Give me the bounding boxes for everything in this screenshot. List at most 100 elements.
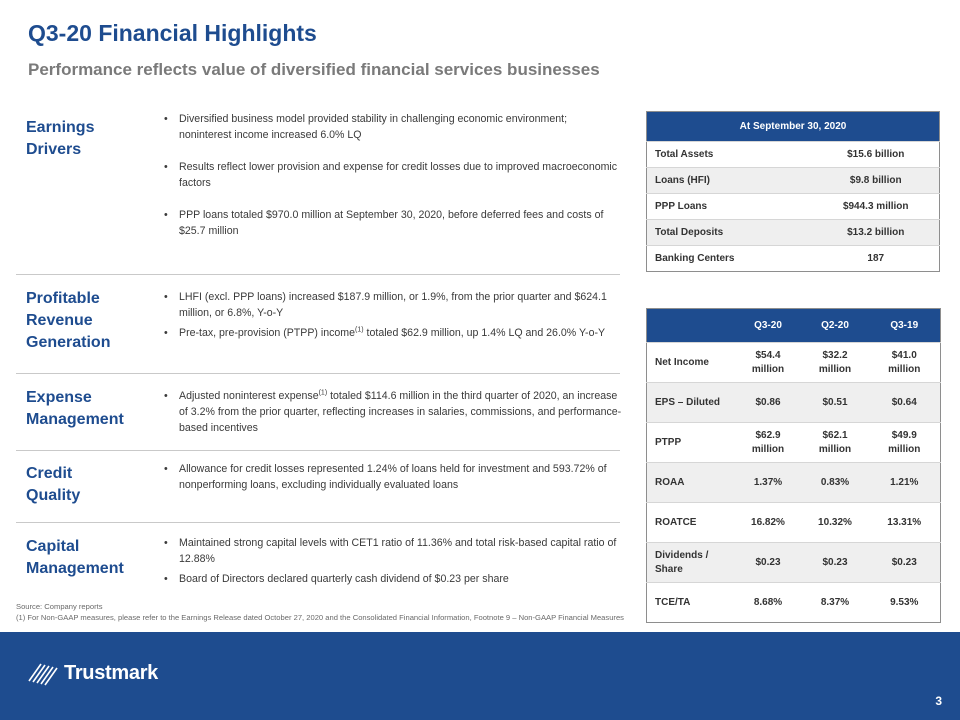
- row-value: $944.3 million: [812, 193, 940, 220]
- value-line: 8.37%: [820, 596, 850, 608]
- value-line: 16.82%: [751, 516, 785, 528]
- bullet-item: LHFI (excl. PPP loans) increased $187.9 …: [164, 289, 622, 321]
- company-logo: Trustmark: [26, 659, 158, 687]
- section-heading: Profitable Revenue Generation: [26, 290, 111, 351]
- table-row: PTPP $62.9 million $62.1 million $49.9 million: [646, 422, 941, 463]
- metric-value: $54.4 million: [734, 342, 802, 383]
- assets-table-header: At September 30, 2020: [646, 111, 940, 142]
- section-heading: Credit Quality: [26, 465, 81, 504]
- value-line: million: [818, 363, 852, 375]
- label-line: Share: [655, 563, 683, 575]
- value-line: 13.31%: [887, 516, 922, 528]
- row-label: PTPP: [646, 422, 735, 463]
- metric-value: 0.83%: [801, 462, 869, 503]
- table-row: EPS – Diluted $0.86 $0.51 $0.64: [646, 382, 941, 423]
- row-label: TCE/TA: [646, 582, 735, 623]
- section-heading: Expense Management: [26, 389, 124, 428]
- bullet-item: Allowance for credit losses represented …: [164, 461, 622, 493]
- row-label: Loans (HFI): [646, 167, 813, 194]
- label-line: ROATCE: [655, 516, 697, 528]
- label-line: PTPP: [655, 436, 682, 448]
- row-label: EPS – Diluted: [646, 382, 735, 423]
- row-label: Banking Centers: [646, 245, 813, 272]
- assets-table: At September 30, 2020 Total Assets $15.6…: [646, 111, 940, 272]
- metric-value: 10.32%: [801, 502, 869, 543]
- table-row: Dividends / Share $0.23 $0.23 $0.23: [646, 542, 941, 583]
- metric-value: 1.37%: [734, 462, 802, 503]
- logo-text: Trustmark: [64, 661, 159, 684]
- column-header: Q3-19: [868, 308, 941, 343]
- metrics-table: Q3-20 Q2-20 Q3-19 Net Income $54.4 million…: [646, 308, 941, 623]
- value-line: 9.53%: [890, 596, 919, 608]
- value-line: $0.86: [755, 396, 781, 408]
- bullet-item: Pre-tax, pre-provision (PTPP) income(1) …: [164, 325, 622, 341]
- row-value: $13.2 billion: [812, 219, 940, 246]
- row-label: Total Assets: [646, 141, 813, 168]
- row-label: Net Income: [646, 342, 735, 383]
- bullet-item: Results reflect lower provision and expe…: [164, 159, 622, 191]
- value-line: million: [818, 443, 852, 455]
- metric-value: $0.23: [801, 542, 869, 583]
- section-expense-management: Expense Management Adjusted noninterest …: [16, 373, 622, 450]
- value-line: $32.2: [822, 349, 848, 361]
- bullet-item: Maintained strong capital levels with CE…: [164, 535, 622, 567]
- footer-bar: Trustmark 3: [0, 632, 960, 720]
- table-row: PPP Loans $944.3 million: [646, 193, 940, 220]
- row-value: 187: [812, 245, 940, 272]
- section-credit-quality: Credit Quality Allowance for credit loss…: [16, 450, 620, 522]
- value-line: 1.21%: [890, 476, 919, 488]
- bullet-item: Diversified business model provided stab…: [164, 111, 622, 143]
- table-row: Total Deposits $13.2 billion: [646, 219, 940, 246]
- row-label: Total Deposits: [646, 219, 813, 246]
- page-number: 3: [935, 694, 942, 708]
- bullet-list: Maintained strong capital levels with CE…: [164, 535, 622, 587]
- value-line: 10.32%: [818, 516, 852, 528]
- value-line: $0.23: [891, 556, 917, 568]
- value-line: $0.51: [822, 396, 848, 408]
- section-profitable-revenue: Profitable Revenue Generation LHFI (excl…: [16, 274, 620, 373]
- metric-value: $0.64: [868, 382, 941, 423]
- metric-value: 13.31%: [868, 502, 941, 543]
- table-row: ROATCE 16.82% 10.32% 13.31%: [646, 502, 941, 543]
- column-header: Q2-20: [801, 308, 869, 343]
- metric-value: $0.23: [868, 542, 941, 583]
- column-header: [646, 308, 735, 343]
- label-line: Dividends /: [655, 549, 709, 561]
- value-line: million: [751, 443, 785, 455]
- table-row: Net Income $54.4 million $32.2 million $41.0 m…: [646, 342, 941, 383]
- metrics-table-body: Net Income $54.4 million $32.2 million $41.0 m…: [646, 342, 941, 623]
- bullet-list: LHFI (excl. PPP loans) increased $187.9 …: [164, 289, 622, 341]
- value-line: 1.37%: [753, 476, 783, 488]
- bullet-item: Adjusted noninterest expense(1) totaled …: [164, 388, 622, 436]
- value-line: $0.64: [891, 396, 917, 408]
- value-line: million: [888, 363, 921, 375]
- table-row: Total Assets $15.6 billion: [646, 141, 940, 168]
- label-line: Net Income: [655, 356, 709, 368]
- value-line: 8.68%: [753, 596, 783, 608]
- row-label: ROAA: [646, 462, 735, 503]
- value-line: $0.23: [755, 556, 781, 568]
- footnote-line: (1) For Non-GAAP measures, please refer …: [16, 612, 624, 622]
- value-line: $54.4: [755, 349, 781, 361]
- value-line: $62.1: [822, 429, 848, 441]
- page-title: Q3-20 Financial Highlights: [28, 20, 317, 46]
- page-subtitle: Performance reflects value of diversifie…: [28, 60, 600, 79]
- table-row: Loans (HFI) $9.8 billion: [646, 167, 940, 194]
- value-line: $62.9: [755, 429, 781, 441]
- row-label: ROATCE: [646, 502, 735, 543]
- metric-value: $41.0 million: [868, 342, 941, 383]
- label-line: TCE/TA: [655, 596, 691, 608]
- table-row: Banking Centers 187: [646, 245, 940, 272]
- metric-value: 9.53%: [868, 582, 941, 623]
- bullet-item: Board of Directors declared quarterly ca…: [164, 571, 622, 587]
- metric-value: 8.37%: [801, 582, 869, 623]
- metric-value: 8.68%: [734, 582, 802, 623]
- table-row: TCE/TA 8.68% 8.37% 9.53%: [646, 582, 941, 623]
- value-line: $49.9: [891, 429, 917, 441]
- value-line: $0.23: [822, 556, 848, 568]
- metric-value: 1.21%: [868, 462, 941, 503]
- label-line: EPS – Diluted: [655, 396, 721, 408]
- bullet-list: Adjusted noninterest expense(1) totaled …: [164, 388, 622, 436]
- label-line: ROAA: [655, 476, 685, 488]
- metric-value: $0.51: [801, 382, 869, 423]
